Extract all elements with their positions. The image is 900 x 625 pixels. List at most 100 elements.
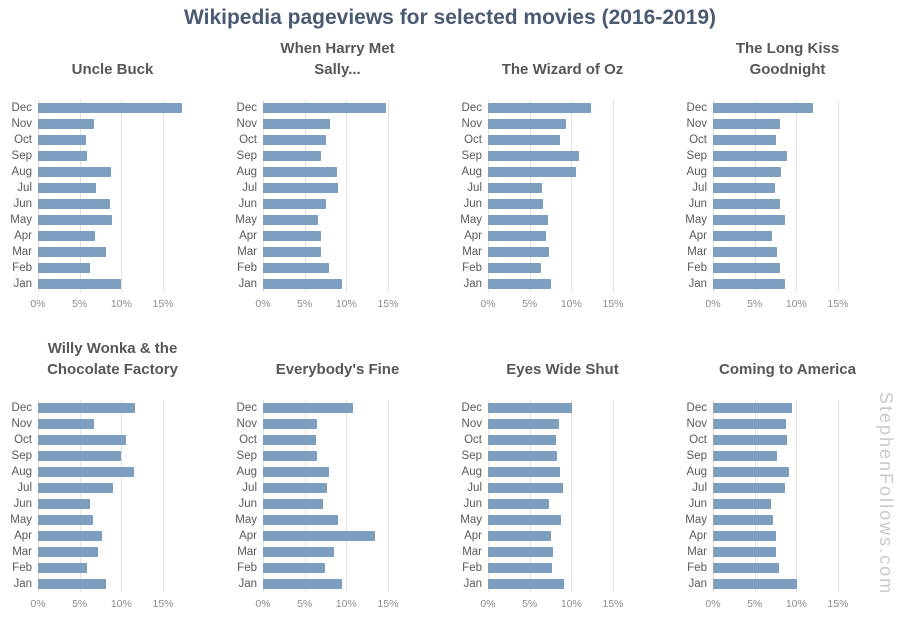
bar-row xyxy=(488,100,638,116)
x-axis-tick-label: 5% xyxy=(747,598,763,610)
y-axis-label: Oct xyxy=(239,434,257,446)
bar-row xyxy=(38,512,188,528)
bar-dec xyxy=(713,103,813,113)
y-axis-label: Jan xyxy=(13,278,32,290)
y-axis-label: Sep xyxy=(11,450,32,462)
bar-row xyxy=(263,496,413,512)
y-axis-label: Nov xyxy=(461,418,482,430)
y-axis-label: May xyxy=(10,514,32,526)
bar-apr xyxy=(488,231,547,241)
bars-plot xyxy=(488,100,638,292)
bar-row xyxy=(713,496,863,512)
bar-row xyxy=(488,576,638,592)
x-axis-tick-label: 10% xyxy=(335,598,357,610)
y-axis-label: Jul xyxy=(692,182,707,194)
bar-jun xyxy=(713,499,772,509)
gridline xyxy=(121,400,123,592)
bar-row xyxy=(38,260,188,276)
gridline xyxy=(571,100,573,292)
y-axis-label: Dec xyxy=(11,102,32,114)
gridline xyxy=(713,400,714,592)
bar-row xyxy=(713,576,863,592)
bar-sep xyxy=(263,151,322,161)
bar-sep xyxy=(713,151,788,161)
bar-row xyxy=(713,196,863,212)
subplot-title: Eyes Wide Shut xyxy=(506,361,619,378)
y-axis-label: Mar xyxy=(12,246,32,258)
bar-row xyxy=(38,228,188,244)
bar-sep xyxy=(488,451,558,461)
subplot-the-wizard-of-oz: The Wizard of Oz Dec Nov Oct Sep Aug Jul Jun May… xyxy=(450,34,675,314)
y-axis-labels: Dec Nov Oct Sep Aug Jul Jun May Apr Mar Feb Jan xyxy=(675,400,713,592)
watermark: StephenFollows.com xyxy=(876,392,896,596)
bar-row xyxy=(488,528,638,544)
subplot-eyes-wide-shut: Eyes Wide Shut Dec Nov Oct Sep Aug Jul Jun May Ap… xyxy=(450,334,675,614)
bar-nov xyxy=(38,119,94,129)
bar-row xyxy=(713,432,863,448)
x-axis-tick-label: 10% xyxy=(785,298,807,310)
bar-row xyxy=(263,544,413,560)
x-axis-tick-label: 5% xyxy=(72,598,88,610)
bar-jul xyxy=(263,483,328,493)
gridline xyxy=(796,100,798,292)
bar-jun xyxy=(38,499,90,509)
bar-jul xyxy=(263,183,338,193)
x-axis-tick-label: 15% xyxy=(827,298,849,310)
y-axis-label: Mar xyxy=(237,546,257,558)
x-axis-tick-label: 10% xyxy=(560,598,582,610)
x-axis-tick-label: 15% xyxy=(152,598,174,610)
bar-may xyxy=(713,515,773,525)
y-axis-label: Oct xyxy=(689,134,707,146)
plot-area: Dec Nov Oct Sep Aug Jul Jun May Apr Mar Feb Jan xyxy=(450,400,675,592)
x-axis-tick-label: 15% xyxy=(377,598,399,610)
bar-row xyxy=(713,448,863,464)
bar-jan xyxy=(713,279,785,289)
y-axis-label: Aug xyxy=(236,166,257,178)
bar-may xyxy=(263,215,318,225)
y-axis-labels: Dec Nov Oct Sep Aug Jul Jun May Apr Mar Feb Jan xyxy=(450,100,488,292)
bar-mar xyxy=(38,247,107,257)
y-axis-label: Sep xyxy=(11,150,32,162)
x-axis-tick-label: 0% xyxy=(255,598,271,610)
gridline xyxy=(488,100,489,292)
y-axis-label: Apr xyxy=(239,530,257,542)
bar-jul xyxy=(713,183,775,193)
x-axis-tick-label: 10% xyxy=(560,298,582,310)
bar-row xyxy=(488,560,638,576)
bar-row xyxy=(38,416,188,432)
y-axis-label: Dec xyxy=(236,402,257,414)
charts-grid: Uncle Buck Dec Nov Oct Sep Aug Jul Jun May Apr Mar… xyxy=(0,34,900,614)
bar-row xyxy=(488,164,638,180)
bar-row xyxy=(38,432,188,448)
y-axis-label: May xyxy=(460,214,482,226)
bar-row xyxy=(488,148,638,164)
y-axis-label: Jun xyxy=(238,198,257,210)
bar-jul xyxy=(713,483,785,493)
bar-row xyxy=(713,148,863,164)
bar-dec xyxy=(263,403,353,413)
bar-feb xyxy=(488,263,542,273)
bar-oct xyxy=(263,135,326,145)
gridline xyxy=(79,400,81,592)
y-axis-label: Mar xyxy=(12,546,32,558)
gridline xyxy=(838,100,839,292)
bar-row xyxy=(38,196,188,212)
x-axis-tick-label: 10% xyxy=(110,298,132,310)
bar-row xyxy=(263,228,413,244)
bar-jun xyxy=(713,199,780,209)
y-axis-label: Feb xyxy=(687,262,707,274)
subplot-title-wrap: Everybody's Fine xyxy=(225,334,450,380)
x-axis-tick-label: 0% xyxy=(255,298,271,310)
y-axis-label: Apr xyxy=(14,230,32,242)
y-axis-label: Jul xyxy=(17,182,32,194)
bar-row xyxy=(38,464,188,480)
bar-row xyxy=(38,116,188,132)
y-axis-label: Aug xyxy=(461,166,482,178)
bar-may xyxy=(263,515,338,525)
bar-row xyxy=(713,132,863,148)
x-axis-tick-label: 15% xyxy=(602,298,624,310)
bar-row xyxy=(263,416,413,432)
x-axis-tick-label: 10% xyxy=(785,598,807,610)
bar-row xyxy=(713,560,863,576)
y-axis-label: Mar xyxy=(237,246,257,258)
